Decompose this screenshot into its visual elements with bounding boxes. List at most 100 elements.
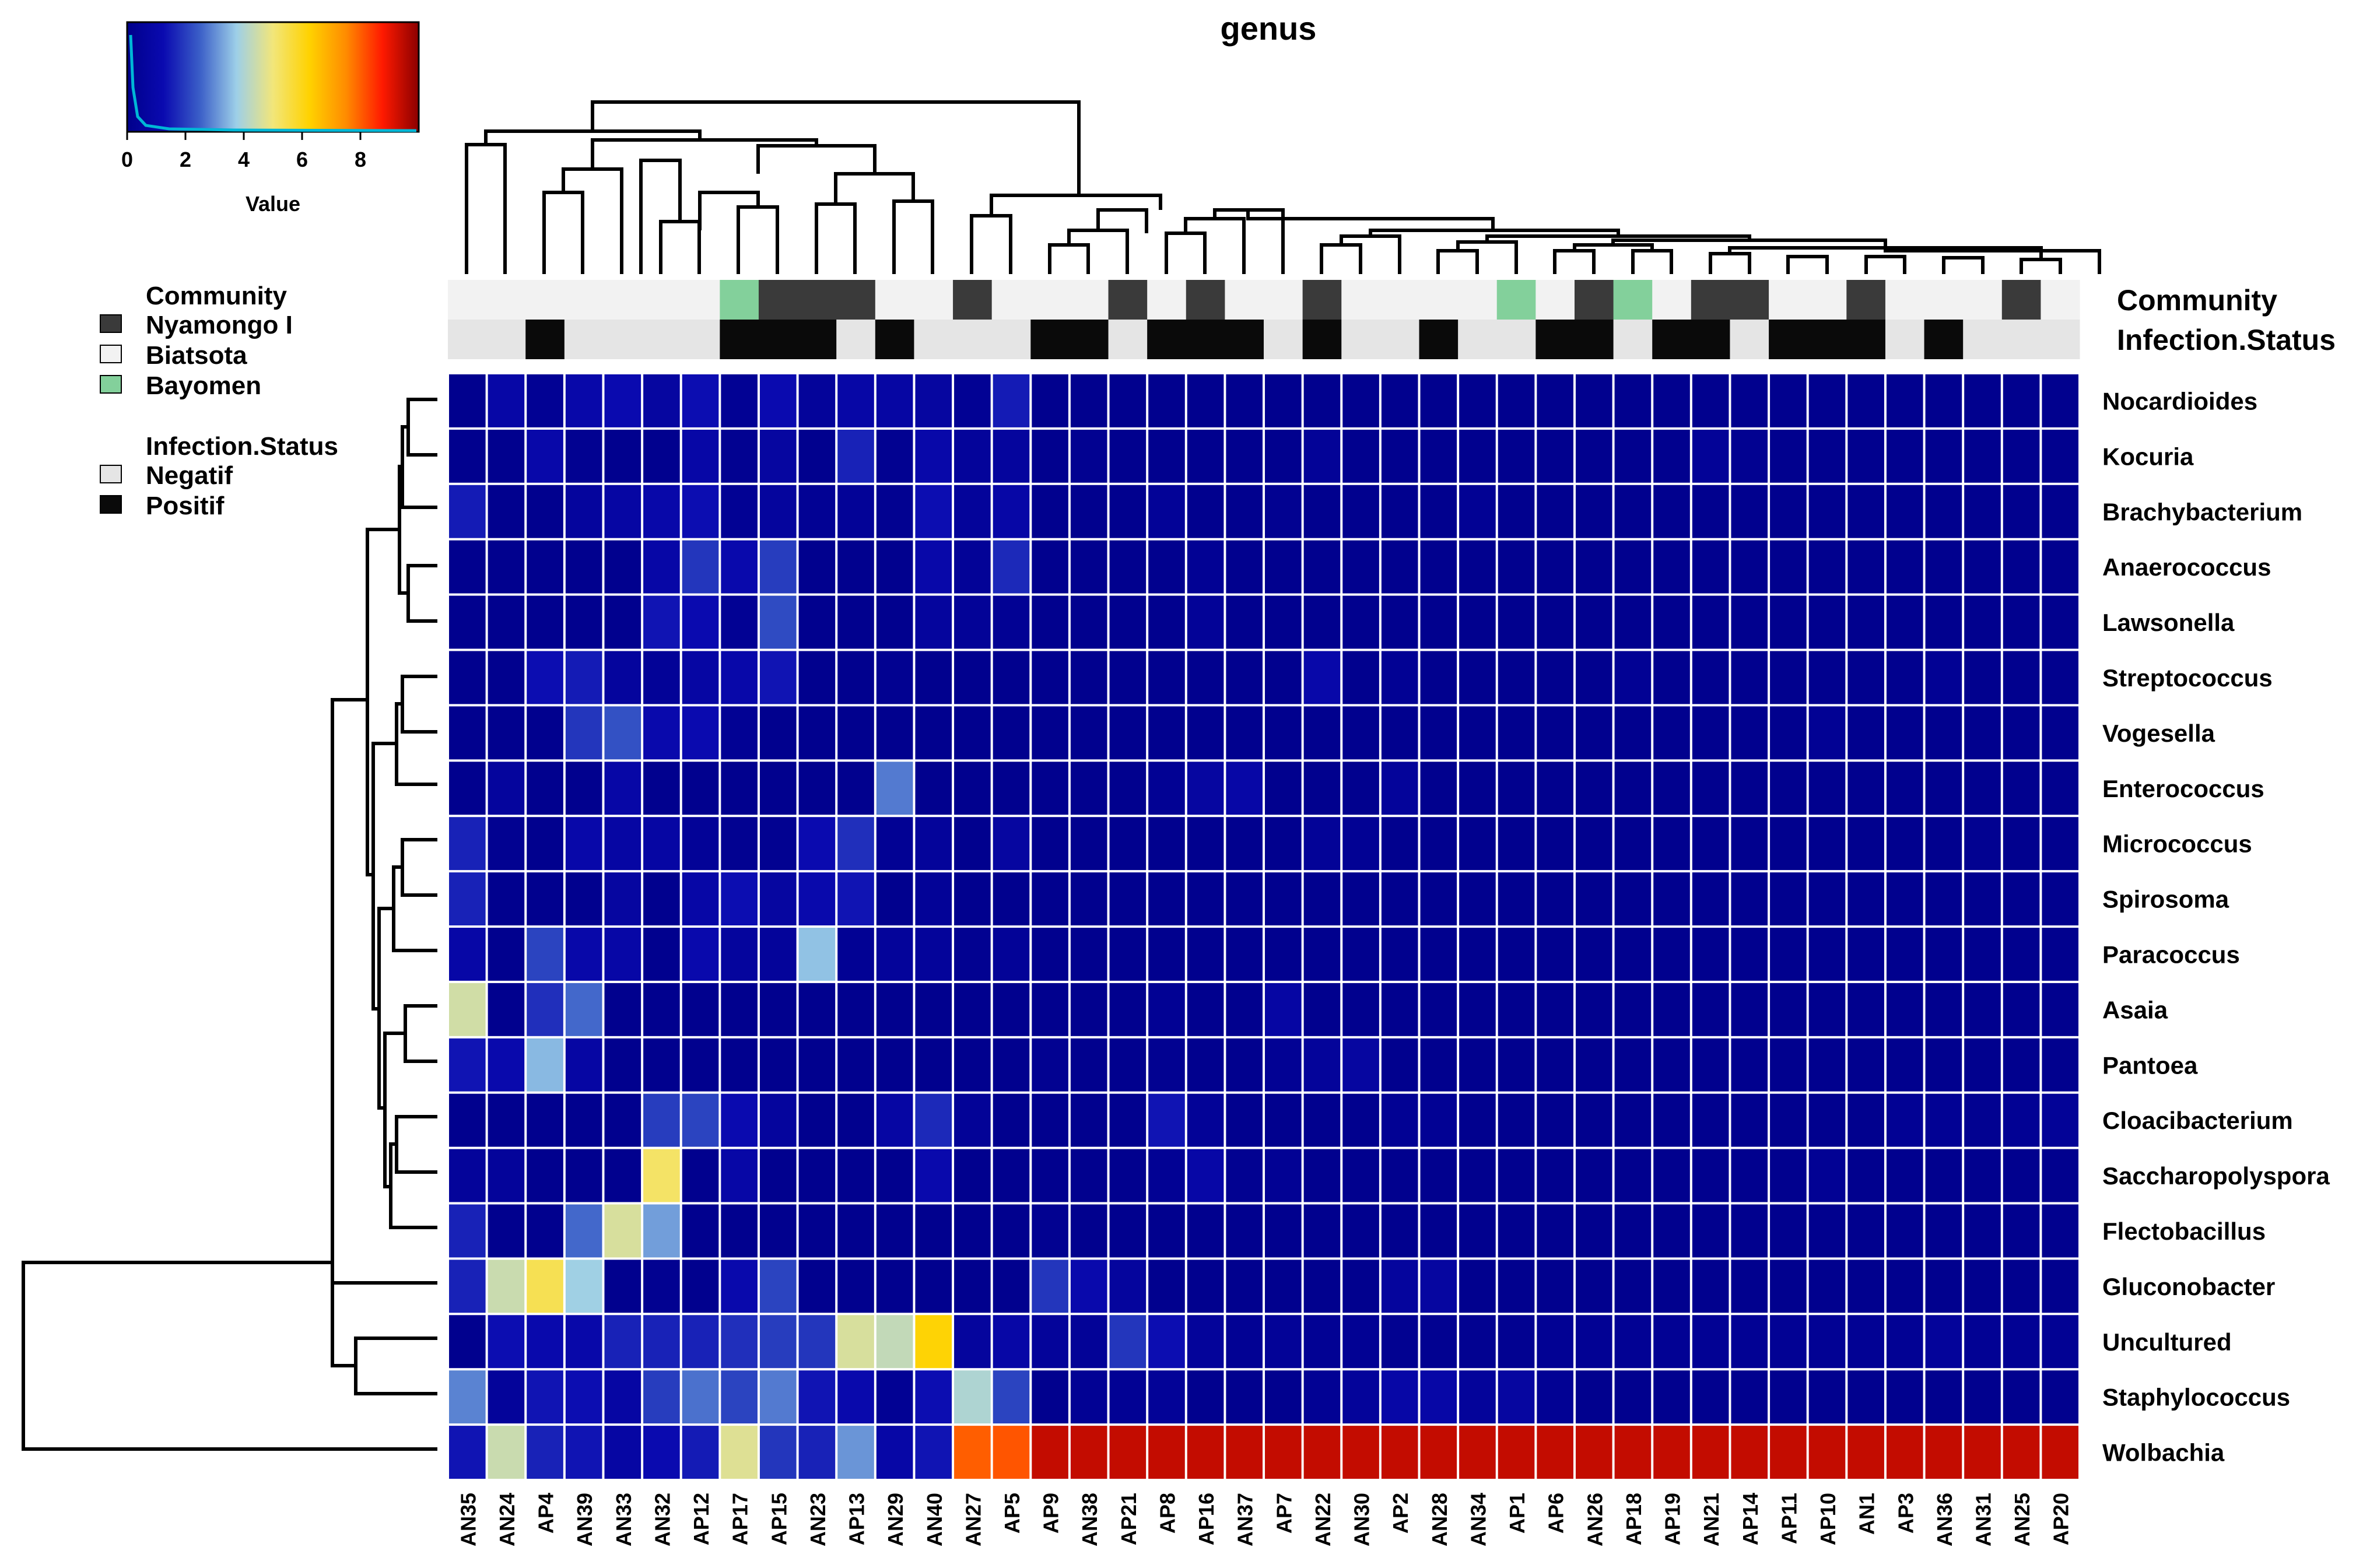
row-label: Flectobacillus: [2102, 1218, 2266, 1245]
heatmap-cell: [721, 540, 758, 594]
heatmap-cell: [643, 1260, 680, 1313]
heatmap-cell: [759, 1370, 797, 1424]
heatmap-cell: [1226, 1038, 1263, 1092]
heatmap-cell: [876, 817, 913, 871]
color-key-label: Value: [246, 192, 300, 216]
legend-swatch-negatif: [100, 465, 122, 483]
heatmap-cell: [837, 1260, 874, 1313]
heatmap-cell: [1187, 1426, 1224, 1479]
heatmap-cell: [1459, 872, 1496, 925]
heatmap-cell: [1303, 429, 1341, 483]
column-label: AN40: [923, 1493, 946, 1546]
row-label: Anaerococcus: [2102, 553, 2271, 581]
heatmap-cell: [604, 1149, 641, 1202]
heatmap-cell: [1731, 1370, 1768, 1424]
heatmap-cell: [837, 485, 874, 538]
heatmap-cell: [604, 485, 641, 538]
heatmap-cell: [1847, 1204, 1884, 1258]
heatmap-cell: [1925, 928, 1962, 981]
column-label: AN29: [884, 1493, 907, 1546]
heatmap-cell: [1692, 1038, 1729, 1092]
heatmap-cell: [759, 1426, 797, 1479]
heatmap-cell: [527, 429, 563, 483]
community-annotation-cell: [1496, 280, 1536, 320]
column-dendrogram: [465, 100, 2101, 274]
heatmap-cell: [876, 983, 913, 1036]
heatmap-cell: [1187, 983, 1224, 1036]
heatmap-cell: [1420, 1315, 1457, 1369]
heatmap-cell: [1265, 1315, 1302, 1369]
community-annotation-cell: [797, 280, 837, 320]
heatmap-cell: [1808, 928, 1846, 981]
heatmap-cell: [604, 817, 641, 871]
color-key-tick-label: 8: [355, 148, 366, 171]
heatmap-cell: [993, 651, 1030, 704]
infection-annotation-cell: [1264, 320, 1303, 359]
heatmap-cell: [643, 1038, 680, 1092]
heatmap-cell: [1109, 1038, 1147, 1092]
heatmap-cell: [1614, 817, 1652, 871]
heatmap-cell: [1148, 928, 1185, 981]
heatmap-cell: [1265, 1093, 1302, 1147]
heatmap-cell: [1342, 706, 1379, 760]
heatmap-cell: [565, 1093, 602, 1147]
heatmap-cell: [915, 1426, 952, 1479]
column-label: AP16: [1194, 1493, 1218, 1545]
community-annotation-cell: [681, 280, 720, 320]
heatmap-cell: [2003, 762, 2040, 815]
heatmap-cell: [1498, 1204, 1535, 1258]
heatmap-cell: [837, 651, 874, 704]
heatmap-cell: [1459, 485, 1496, 538]
heatmap-cell: [1964, 1260, 2001, 1313]
heatmap-cell: [1614, 595, 1652, 649]
heatmap-cell: [1303, 706, 1341, 760]
heatmap-cell: [2003, 540, 2040, 594]
heatmap-cell: [1537, 1038, 1573, 1092]
heatmap-cell: [1731, 1260, 1768, 1313]
heatmap-cell: [1070, 540, 1107, 594]
heatmap-cell: [915, 762, 952, 815]
row-label: Nocardioides: [2102, 387, 2257, 415]
heatmap-cell: [1459, 983, 1496, 1036]
heatmap-cell: [993, 706, 1030, 760]
row-label: Gluconobacter: [2102, 1273, 2275, 1300]
heatmap-cell: [1226, 485, 1263, 538]
heatmap-cell: [993, 1260, 1030, 1313]
heatmap-cell: [1070, 928, 1107, 981]
heatmap-cell: [1265, 1149, 1302, 1202]
community-annotation-cell: [1147, 280, 1187, 320]
heatmap-cell: [954, 1038, 991, 1092]
color-key: 0 2 4 6 8 Value: [121, 21, 420, 216]
heatmap-cell: [1964, 1370, 2001, 1424]
heatmap-cell: [1808, 762, 1846, 815]
heatmap-cell: [876, 540, 913, 594]
heatmap-cell: [1614, 762, 1652, 815]
heatmap-cell: [1886, 1370, 1923, 1424]
heatmap-cell: [1109, 485, 1147, 538]
heatmap-cell: [565, 1370, 602, 1424]
heatmap-cell: [993, 983, 1030, 1036]
heatmap-cell: [1226, 706, 1263, 760]
heatmap-cell: [1070, 1426, 1107, 1479]
heatmap-cell: [1342, 651, 1379, 704]
infection-annotation-cell: [1419, 320, 1459, 359]
heatmap-cell: [798, 1093, 836, 1147]
community-annotation-cell: [914, 280, 953, 320]
heatmap-cell: [1537, 872, 1573, 925]
heatmap-cell: [1226, 983, 1263, 1036]
heatmap-cell: [1148, 1093, 1185, 1147]
heatmap-cell: [2003, 1370, 2040, 1424]
heatmap-cell: [798, 1204, 836, 1258]
community-annotation-cell: [2001, 280, 2041, 320]
heatmap-cell: [721, 1260, 758, 1313]
heatmap-cell: [565, 706, 602, 760]
heatmap-cell: [876, 374, 913, 427]
column-label: AN21: [1699, 1493, 1723, 1546]
heatmap-cell: [565, 1149, 602, 1202]
heatmap-cell: [1847, 1370, 1884, 1424]
heatmap-cell: [643, 374, 680, 427]
heatmap-cell: [682, 1204, 719, 1258]
heatmap-cell: [1537, 1204, 1573, 1258]
heatmap-cell: [1303, 1038, 1341, 1092]
heatmap-cell: [798, 374, 836, 427]
